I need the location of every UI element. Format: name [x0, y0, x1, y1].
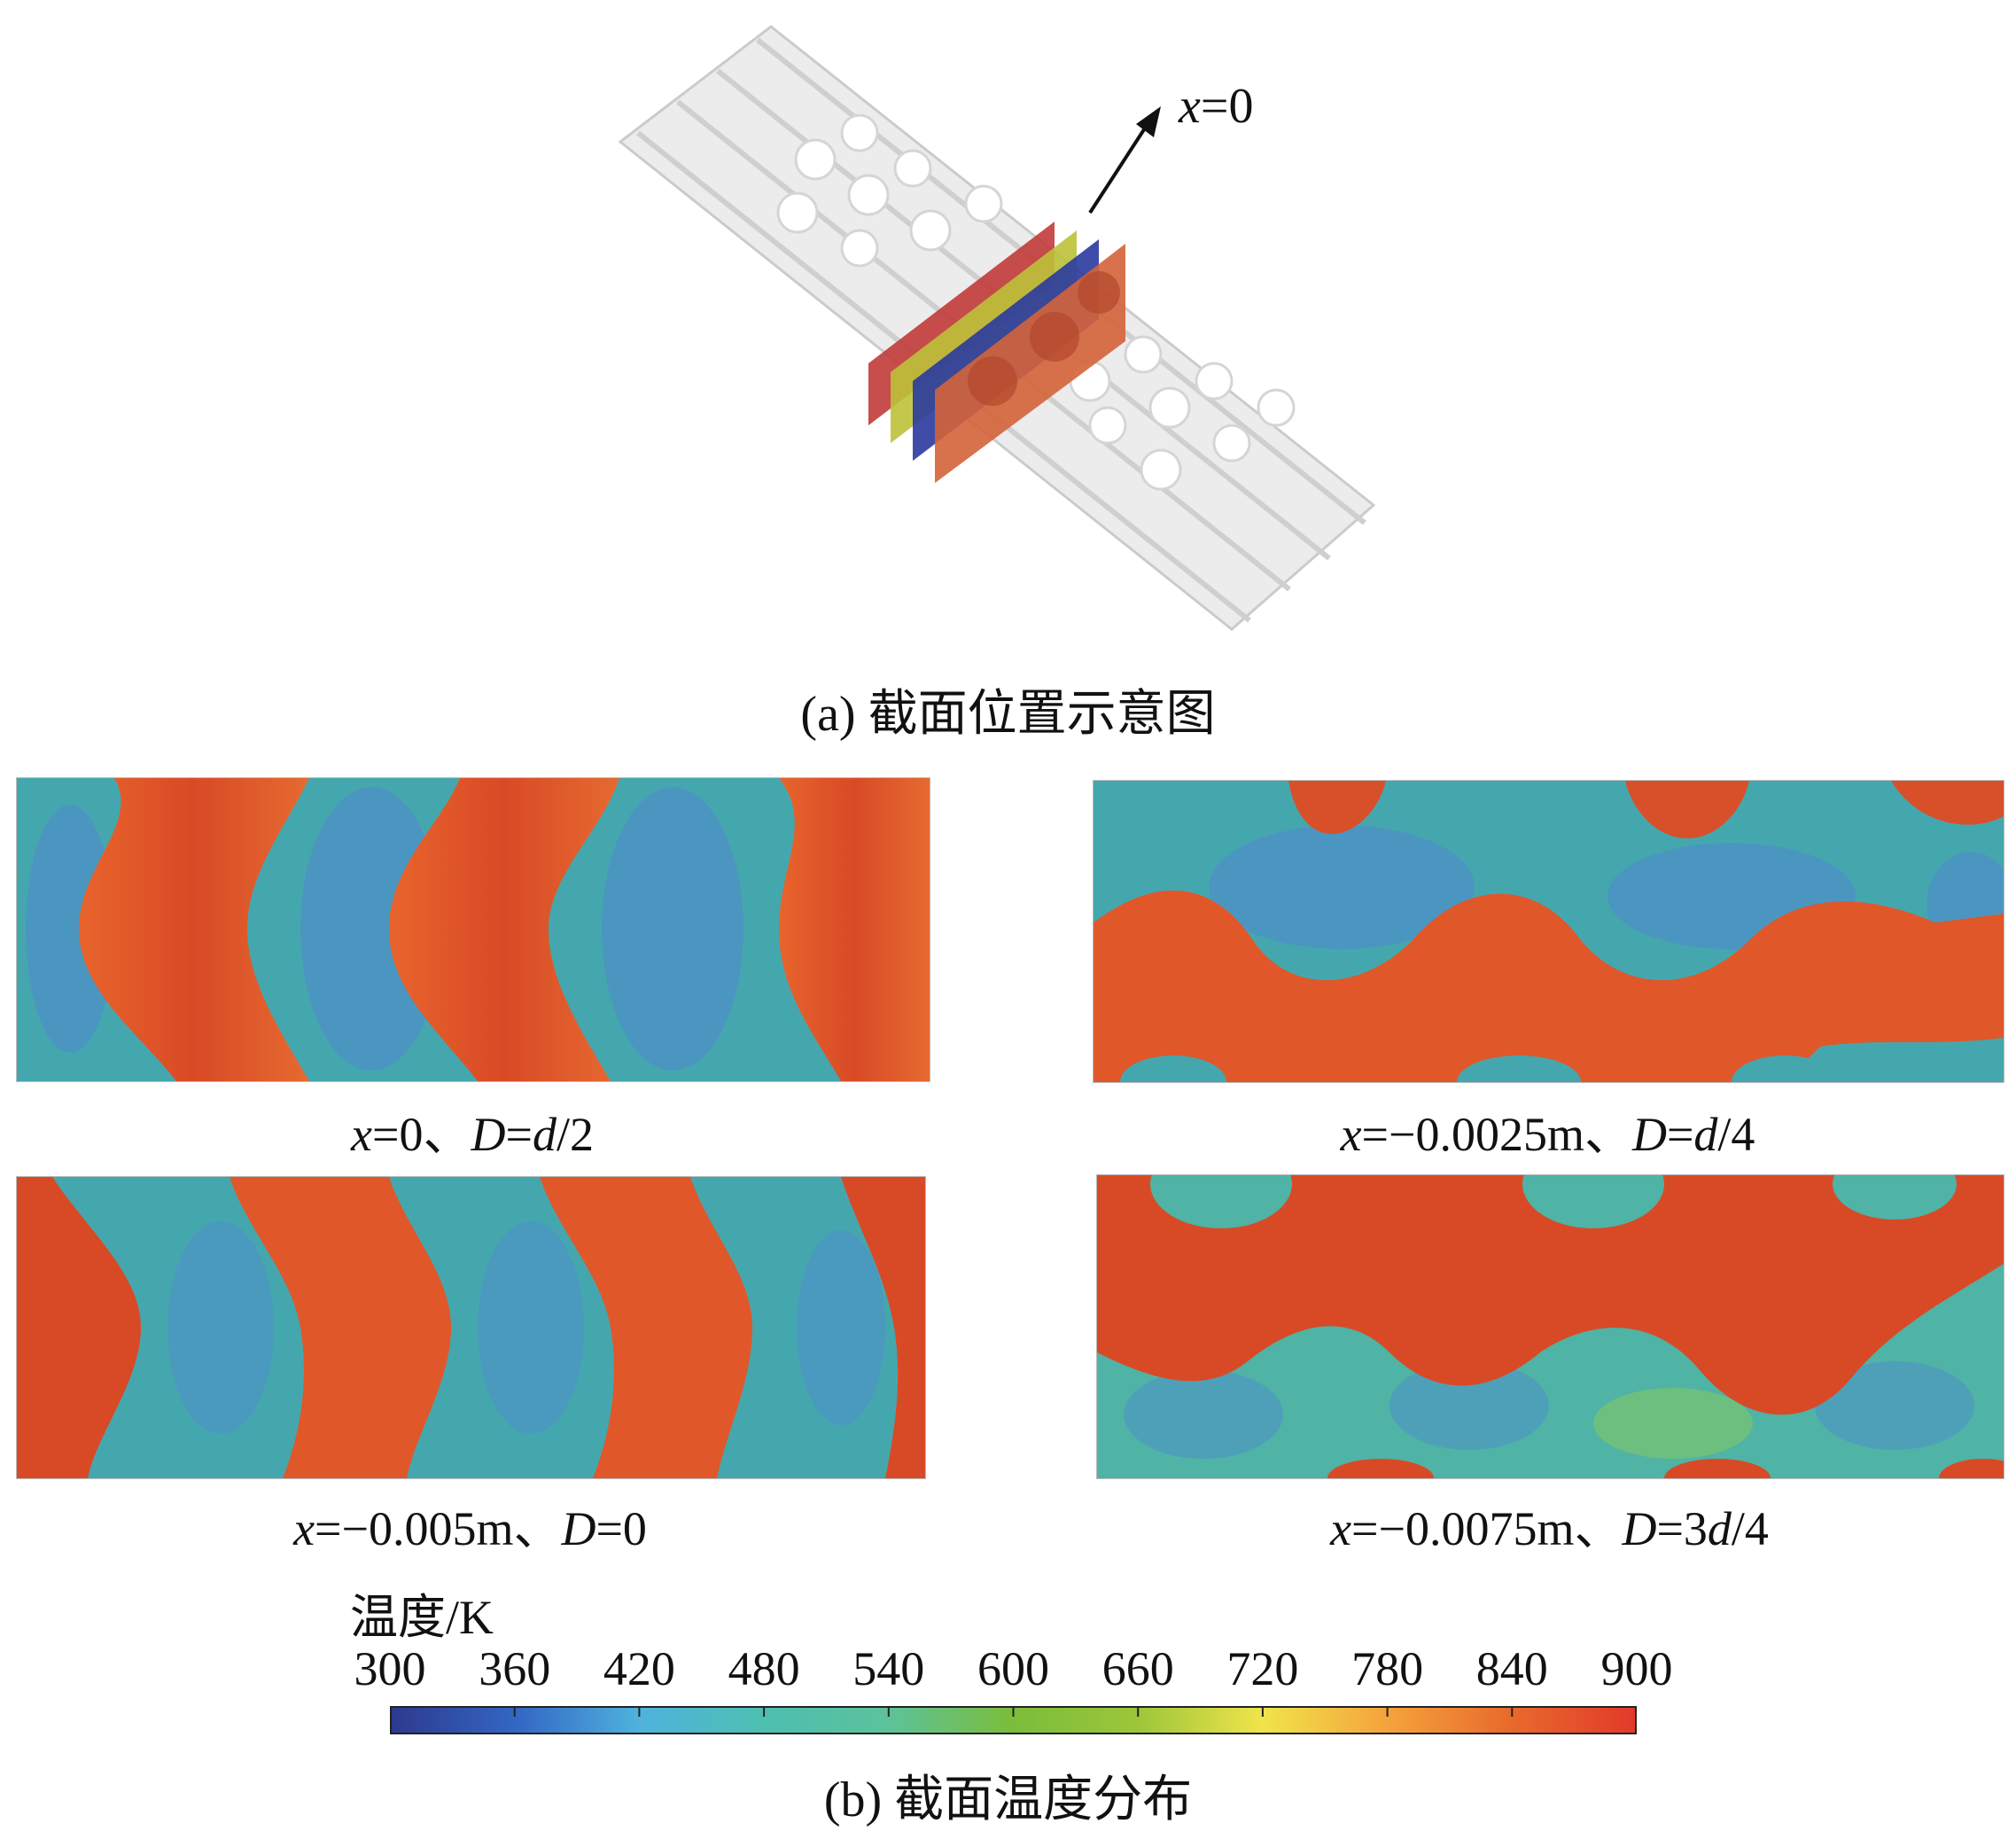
caption-b: (b) 截面温度分布	[823, 1773, 1193, 1827]
colorbar-title: 温度/K	[350, 1591, 494, 1644]
contour-panel-4	[1096, 1174, 2004, 1479]
colorbar-tick-label: 360	[479, 1642, 551, 1695]
colorbar-tick-label: 420	[603, 1642, 675, 1695]
colorbar-tick-label: 900	[1600, 1642, 1673, 1695]
colorbar-tick-label: 480	[728, 1642, 800, 1695]
contour-panel-1	[16, 777, 930, 1082]
cross-section-schematic	[594, 9, 1462, 647]
panel-label-2: x=−0.0025m、D=d/4	[1340, 1108, 1755, 1161]
section-arrow-label: x=0	[1179, 79, 1254, 134]
panel-label-4: x=−0.0075m、D=3d/4	[1330, 1502, 1769, 1555]
panel-label-3: x=−0.005m、D=0	[293, 1502, 647, 1555]
panel-label-1: x=0、D=d/2	[351, 1108, 594, 1161]
colorbar-tick-label: 780	[1351, 1642, 1424, 1695]
contour-panel-2	[1093, 780, 2004, 1083]
colorbar-ticks	[513, 1706, 1514, 1717]
colorbar-tick-label: 660	[1101, 1642, 1174, 1695]
caption-a: (a) 截面位置示意图	[800, 687, 1216, 742]
colorbar-tick-label: 600	[977, 1642, 1049, 1695]
contour-panel-3	[16, 1176, 926, 1479]
colorbar-tick-label: 840	[1475, 1642, 1548, 1695]
colorbar-tick-label: 300	[354, 1642, 426, 1695]
colorbar-tick-label: 540	[852, 1642, 925, 1695]
colorbar-tick-labels: 300 360 420 480 540 600 660 720 780 840 900	[354, 1641, 1673, 1703]
colorbar-tick-label: 720	[1226, 1642, 1299, 1695]
